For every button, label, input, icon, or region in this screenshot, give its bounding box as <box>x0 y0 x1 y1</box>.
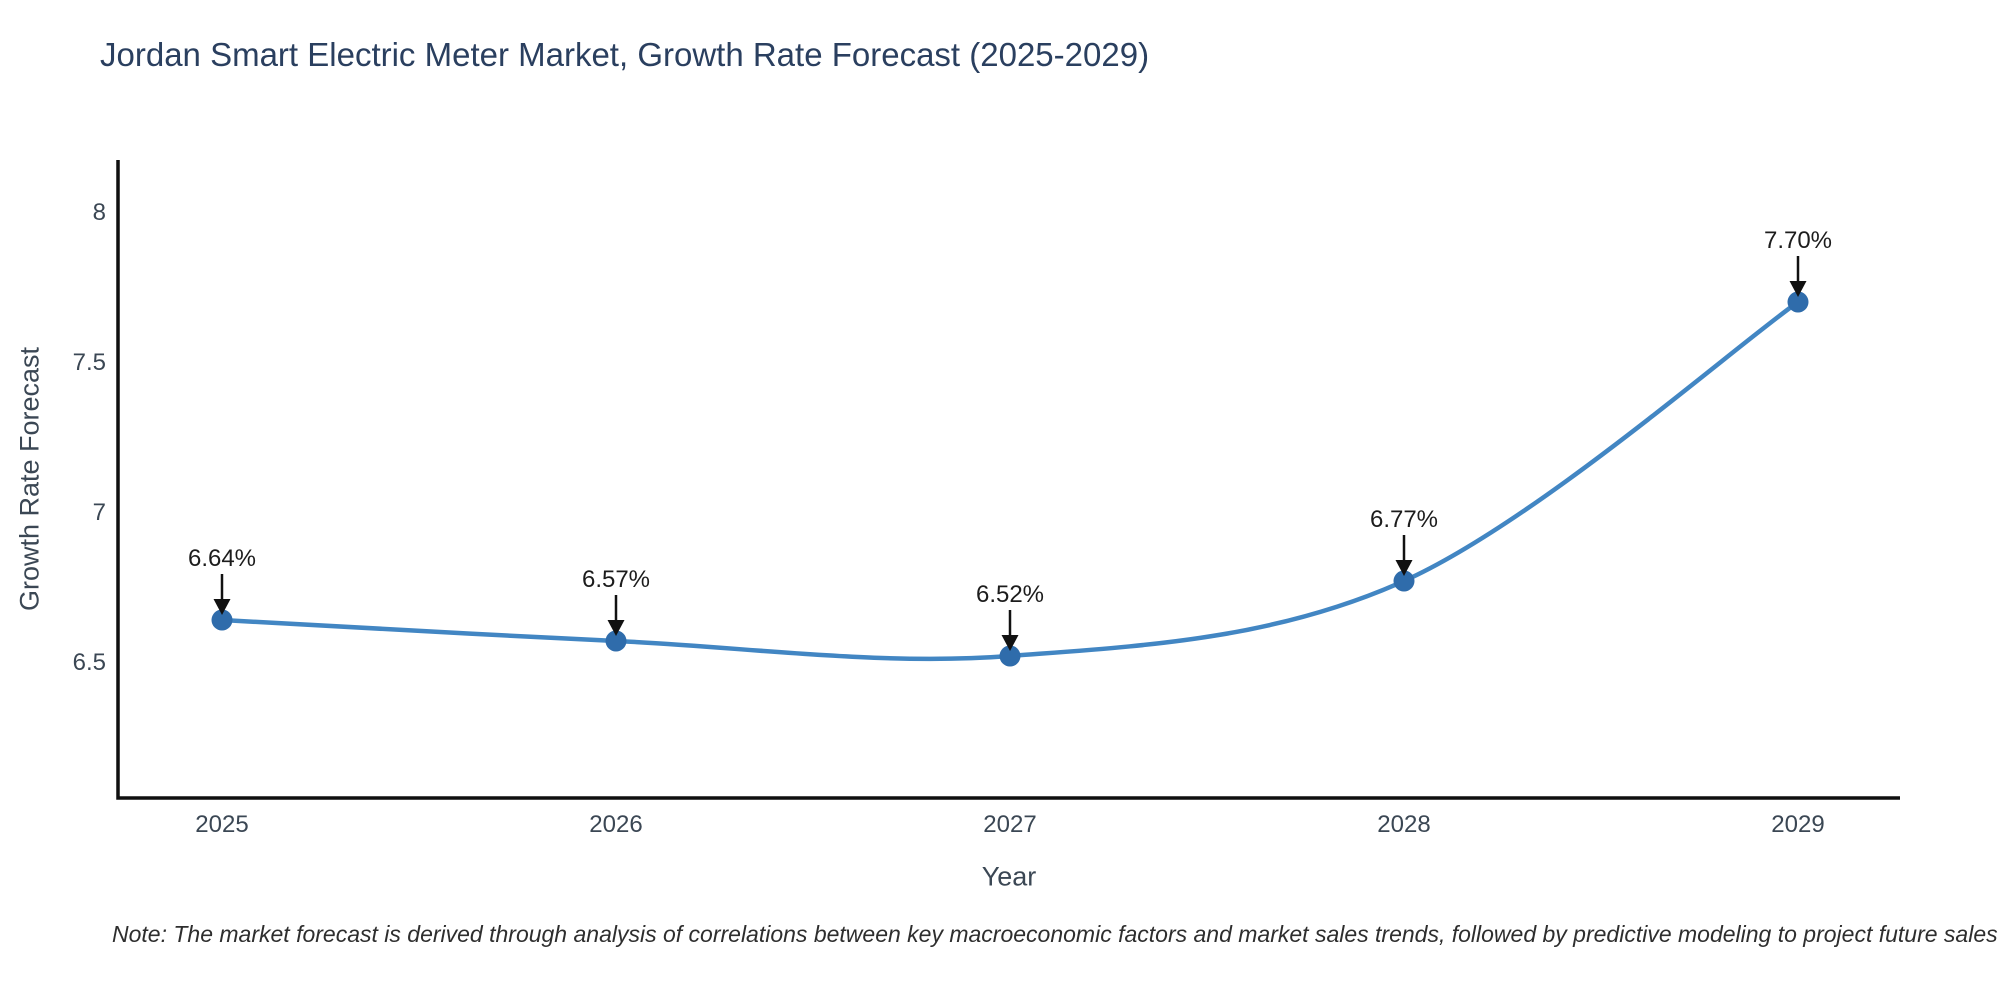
data-point-2025 <box>211 609 233 631</box>
data-point-2028 <box>1393 570 1415 592</box>
annotation-arrowhead <box>1001 635 1019 651</box>
annotation-arrowhead <box>607 620 625 636</box>
chart-title: Jordan Smart Electric Meter Market, Grow… <box>100 36 1150 73</box>
annotation-arrowhead <box>1395 560 1413 576</box>
data-point-2026 <box>605 630 627 652</box>
x-tick-label: 2026 <box>589 811 642 838</box>
x-axis-title: Year <box>981 861 1037 892</box>
x-tick-label: 2028 <box>1377 811 1430 838</box>
annotation-label: 6.77% <box>1370 506 1438 533</box>
y-tick-label: 7 <box>93 499 106 526</box>
data-point-2029 <box>1787 291 1809 313</box>
annotation-label: 6.57% <box>582 566 650 593</box>
annotation-label: 6.64% <box>188 545 256 572</box>
annotation-label: 6.52% <box>976 581 1044 608</box>
axis-spines <box>116 160 1900 800</box>
data-point-2027 <box>999 645 1021 667</box>
forecast-line <box>219 299 1801 662</box>
annotation-arrowhead <box>1789 281 1807 297</box>
annotation-arrowhead <box>213 599 231 615</box>
y-tick-label: 6.5 <box>73 649 106 676</box>
y-tick-label: 8 <box>93 199 106 226</box>
annotation-label: 7.70% <box>1764 227 1832 254</box>
y-tick-label: 7.5 <box>73 349 106 376</box>
footnote: Note: The market forecast is derived thr… <box>112 921 1998 947</box>
x-tick-label: 2029 <box>1771 811 1824 838</box>
x-tick-label: 2027 <box>983 811 1036 838</box>
x-tick-label: 2025 <box>195 811 248 838</box>
